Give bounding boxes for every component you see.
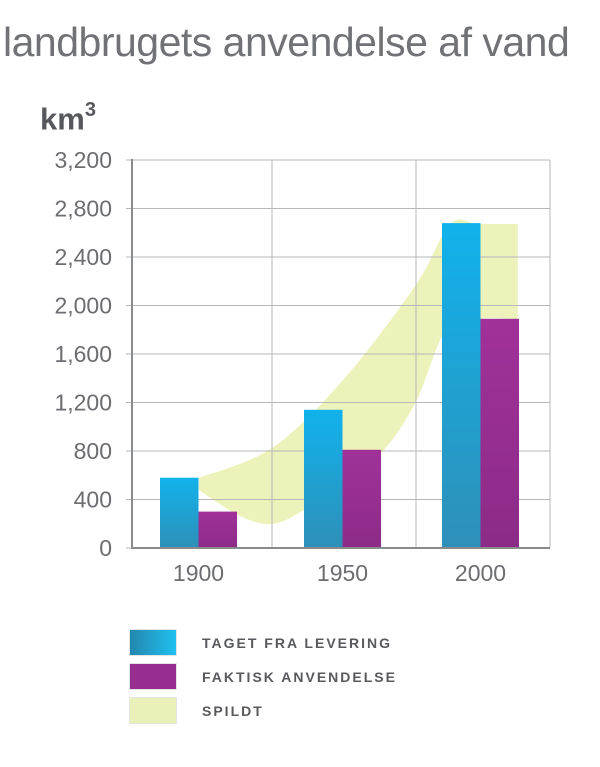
y-axis-tick-1,200: 1,200 bbox=[54, 390, 112, 416]
legend-swatch-pale-green bbox=[129, 697, 177, 724]
legend-item-faktisk-anvendelse: FAKTISK ANVENDELSE bbox=[129, 663, 397, 690]
y-axis-tick-0: 0 bbox=[99, 535, 112, 561]
page-title: landbrugets anvendelse af vand bbox=[3, 19, 570, 65]
y-axis-tick-2,000: 2,000 bbox=[54, 293, 112, 319]
water-usage-chart: 1900 1950 2000 0 400 800 1,200 1,600 2,000 2,400 2… bbox=[54, 147, 551, 586]
spildt-area bbox=[198, 219, 518, 525]
y-axis-unit-label: km3 bbox=[40, 99, 96, 137]
legend-swatch-purple bbox=[129, 663, 177, 690]
unit-exponent: 3 bbox=[84, 99, 96, 121]
y-axis-tick-400: 400 bbox=[74, 487, 112, 513]
legend-label-taget: TAGET FRA LEVERING bbox=[202, 634, 392, 651]
x-axis-label-1950: 1950 bbox=[317, 560, 368, 586]
legend-label-spildt: SPILDT bbox=[202, 702, 264, 719]
legend-item-taget-fra-levering: TAGET FRA LEVERING bbox=[129, 629, 397, 656]
bar-faktisk-1950 bbox=[342, 449, 381, 548]
legend-item-spildt: SPILDT bbox=[129, 697, 397, 724]
legend-swatch-blue bbox=[129, 629, 177, 656]
y-axis-tick-800: 800 bbox=[74, 438, 112, 464]
y-axis-tick-3,200: 3,200 bbox=[54, 147, 112, 173]
bar-taget-1950 bbox=[304, 409, 343, 548]
y-axis-tick-1,600: 1,600 bbox=[54, 341, 112, 367]
x-axis-label-2000: 2000 bbox=[455, 560, 506, 586]
bar-faktisk-1900 bbox=[198, 511, 237, 548]
bar-taget-1900 bbox=[160, 477, 199, 548]
unit-base: km bbox=[40, 101, 85, 137]
chart-legend: TAGET FRA LEVERING FAKTISK ANVENDELSE SP… bbox=[129, 629, 397, 731]
legend-label-faktisk: FAKTISK ANVENDELSE bbox=[202, 668, 397, 685]
y-axis-tick-2,800: 2,800 bbox=[54, 196, 112, 222]
x-axis-label-1900: 1900 bbox=[173, 560, 224, 586]
y-axis-tick-2,400: 2,400 bbox=[54, 244, 112, 270]
bar-taget-2000 bbox=[442, 223, 481, 548]
bar-faktisk-2000 bbox=[480, 318, 519, 548]
